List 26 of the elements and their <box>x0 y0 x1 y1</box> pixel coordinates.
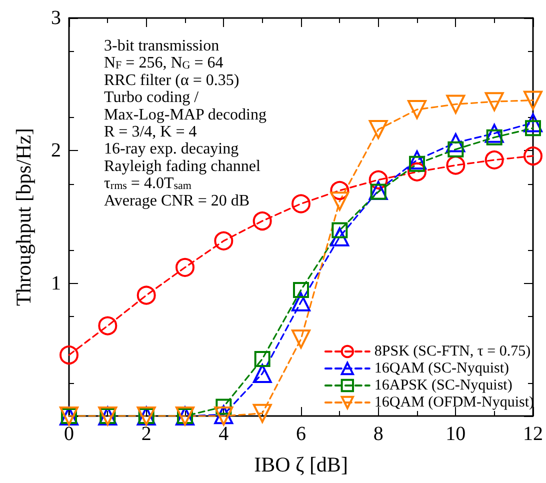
annotation: Turbo coding / <box>104 89 200 106</box>
legend-label: 16QAM (OFDM-Nyquist) <box>374 394 534 410</box>
annotation: Max-Log-MAP decoding <box>104 106 266 124</box>
x-tick-label: 0 <box>64 423 74 445</box>
y-tick-label: 1 <box>51 272 61 294</box>
annotation: RRC filter (α = 0.35) <box>104 72 240 89</box>
annotation: 3-bit transmission <box>104 38 220 54</box>
x-tick-label: 10 <box>446 423 466 445</box>
legend-label: 16QAM (SC-Nyquist) <box>374 360 510 376</box>
annotation: NF = 256, NG = 64 <box>104 54 224 72</box>
annotation: R = 3/4, K = 4 <box>104 124 197 140</box>
annotation: τrms = 4.0Tsam <box>104 175 192 192</box>
legend-label: 8PSK (SC-FTN, τ = 0.75) <box>374 344 531 360</box>
x-tick-label: 12 <box>523 423 543 445</box>
x-tick-label: 2 <box>141 423 152 445</box>
annotation: Average CNR = 20 dB <box>104 192 250 210</box>
legend-label: 16APSK (SC-Nyquist) <box>374 378 512 394</box>
annotation: 16-ray exp. decaying <box>104 140 239 158</box>
y-tick-label: 2 <box>51 140 61 162</box>
x-tick-label: 6 <box>296 423 306 445</box>
x-axis-title: IBO ζ [dB] <box>254 452 348 476</box>
x-tick-label: 4 <box>218 423 229 445</box>
x-tick-label: 8 <box>373 423 384 445</box>
y-tick-label: 3 <box>51 7 61 29</box>
y-axis-title: Throughput [bps/Hz] <box>12 128 36 306</box>
annotation: Rayleigh fading channel <box>104 158 261 175</box>
